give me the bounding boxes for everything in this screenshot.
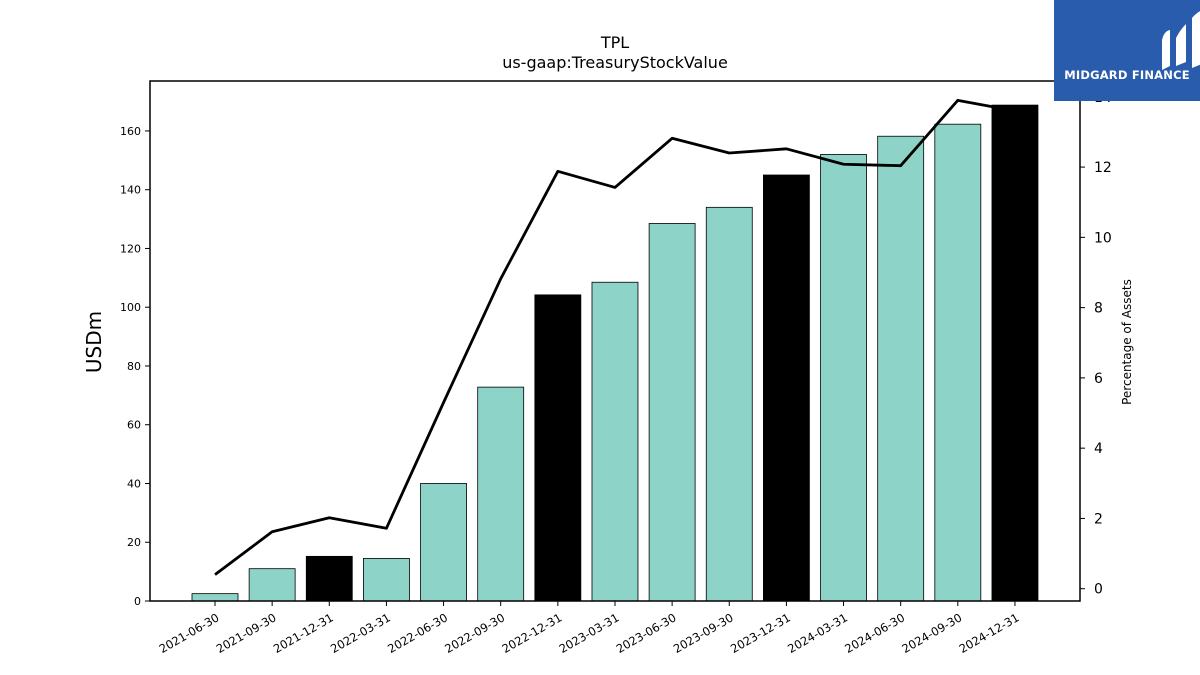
bar [648,223,696,602]
x-tick-label: 2023-12-31 [728,610,793,656]
bar [420,483,467,602]
bar [820,154,867,602]
bar [534,294,582,602]
bar [991,104,1039,602]
y-tick-label: 60 [127,419,141,432]
y2-tick-label: 10 [1094,230,1112,246]
y-axis-label: USDm [82,311,106,373]
y-tick-label: 100 [120,301,141,314]
plot-frame [149,80,1081,602]
bar [305,555,353,602]
y-tick-label: 140 [120,184,141,197]
bar [477,386,525,602]
x-tick-label: 2024-12-31 [957,610,1022,656]
bar [248,568,296,602]
y2-tick-label: 4 [1094,441,1103,457]
plot-area: 020406080100120140160024681012142021-06-… [120,80,1112,656]
x-tick-label: 2022-06-30 [385,610,450,656]
y2-axis-label: Percentage of Assets [1120,279,1134,405]
x-tick-label: 2021-06-30 [157,610,222,656]
y2-tick-label: 8 [1094,301,1103,317]
x-tick-label: 2024-03-31 [785,610,850,656]
bar [191,593,239,602]
x-tick-label: 2024-09-30 [899,610,964,656]
chart-subtitle: us-gaap:TreasuryStockValue [502,53,728,72]
bar [934,123,982,602]
bar [705,206,753,602]
y2-tick-label: 2 [1094,511,1103,527]
chart-title: TPL [600,33,629,52]
bar [363,558,410,602]
x-tick-label: 2023-06-30 [614,610,679,656]
x-tick-label: 2022-12-31 [499,610,564,656]
y-tick-label: 40 [127,477,141,490]
bar [877,135,925,602]
y-tick-label: 0 [134,595,141,608]
y2-tick-label: 0 [1094,582,1103,598]
y2-tick-label: 6 [1094,371,1103,387]
y-tick-label: 80 [127,360,141,373]
x-tick-label: 2023-09-30 [671,610,736,656]
x-tick-label: 2024-06-30 [842,610,907,656]
x-tick-label: 2022-09-30 [442,610,507,656]
x-tick-label: 2021-12-31 [271,610,336,656]
y-tick-label: 120 [120,242,141,255]
bar [763,174,810,602]
series-line [214,98,1016,576]
x-tick-label: 2023-03-31 [557,610,622,656]
brand-logo: MIDGARD FINANCE [1054,0,1200,101]
x-tick-label: 2022-03-31 [328,610,393,656]
logo-text: MIDGARD FINANCE [1064,68,1190,82]
logo-mark-icon [1162,11,1200,70]
y-tick-label: 160 [120,125,141,138]
y-tick-label: 20 [127,536,141,549]
bar [591,281,639,602]
y2-tick-label: 12 [1094,160,1112,176]
x-tick-label: 2021-09-30 [214,610,279,656]
